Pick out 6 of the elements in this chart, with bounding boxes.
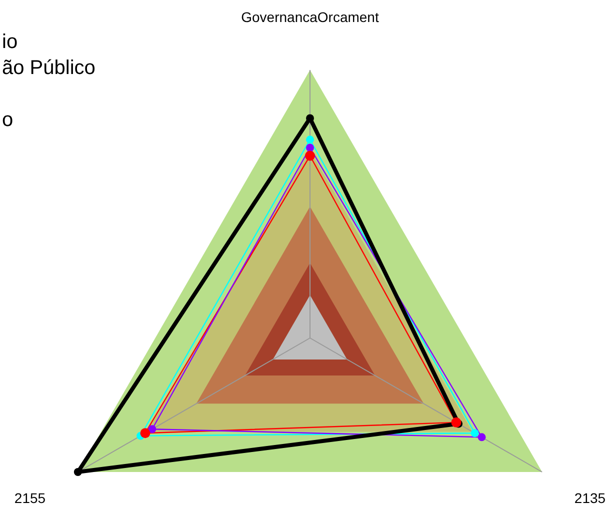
spoke-label: 2135	[574, 490, 606, 506]
spoke-label: 2155	[14, 490, 46, 506]
text: o	[2, 109, 14, 131]
spoke-label: GovernancaOrcament	[241, 9, 379, 25]
text: io	[2, 31, 18, 53]
text: ão Público	[2, 57, 96, 79]
